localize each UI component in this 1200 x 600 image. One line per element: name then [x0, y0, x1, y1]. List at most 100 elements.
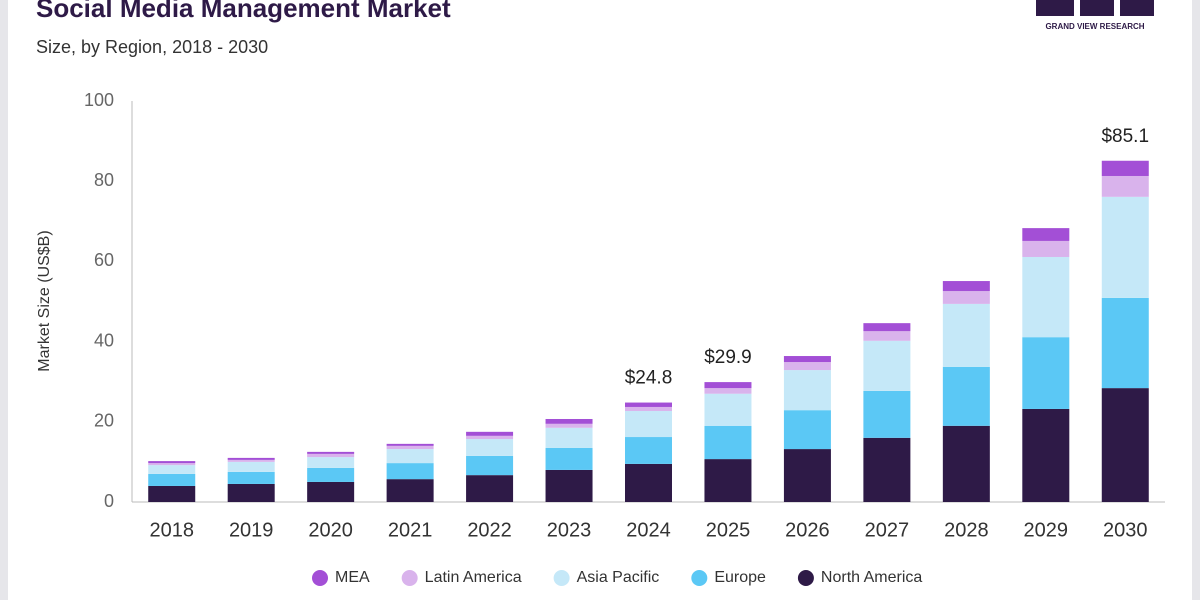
logo-block — [1036, 0, 1074, 16]
bar-segment — [148, 463, 196, 466]
legend-swatch — [691, 570, 708, 586]
bar-segment — [545, 418, 593, 424]
bar-segment — [545, 427, 593, 448]
x-tick-label: 2030 — [1103, 519, 1148, 541]
x-tick-label: 2023 — [547, 519, 592, 541]
bar-segment — [625, 406, 672, 411]
bar-segment — [783, 410, 831, 450]
bar-segment — [466, 455, 514, 476]
bar-segment — [1022, 337, 1070, 409]
bar-segment — [386, 449, 434, 464]
total-label: $85.1 — [1101, 126, 1149, 147]
bar-segment — [148, 465, 196, 474]
logo-block — [1120, 0, 1154, 16]
bar-segment — [942, 303, 990, 367]
bar-segment — [148, 473, 196, 486]
bar-segment — [704, 425, 752, 460]
x-tick-label: 2027 — [865, 519, 910, 541]
bar-segment — [1022, 408, 1070, 502]
y-tick-label: 20 — [94, 411, 114, 431]
logo-block — [1080, 0, 1114, 16]
bar-segment — [1101, 175, 1149, 197]
bar-segment — [386, 479, 434, 502]
total-label: $24.8 — [625, 368, 673, 389]
bar-segment — [863, 331, 911, 341]
x-tick-label: 2028 — [944, 519, 989, 541]
bar-segment — [466, 439, 514, 456]
bar-segment — [942, 425, 990, 502]
bar-segment — [625, 402, 672, 407]
bar-segment — [863, 437, 911, 502]
x-tick-label: 2019 — [229, 519, 274, 541]
bar-segment — [625, 410, 672, 438]
y-tick-label: 100 — [84, 90, 114, 110]
bar-segment — [386, 463, 434, 480]
bar-segment — [783, 356, 831, 363]
bar-segment — [783, 370, 831, 411]
bar-segment — [783, 449, 831, 502]
x-tick-label: 2026 — [785, 519, 830, 541]
bar-segment — [625, 437, 672, 464]
bar-segment — [1101, 160, 1149, 176]
y-tick-label: 40 — [94, 330, 114, 350]
legend-swatch — [553, 570, 570, 586]
bar-segment — [1101, 196, 1149, 298]
bar-segment — [625, 463, 672, 502]
x-tick-label: 2020 — [308, 519, 353, 541]
bar-segment — [545, 447, 593, 470]
y-tick-label: 60 — [94, 250, 114, 270]
legend-swatch — [797, 570, 814, 586]
bar-segment — [1101, 388, 1149, 502]
side-border — [0, 0, 8, 600]
bar-segment — [1022, 228, 1070, 241]
bar-segment — [1022, 240, 1070, 257]
chart-subtitle: Size, by Region, 2018 - 2030 — [36, 37, 268, 57]
legend-label: Asia Pacific — [577, 569, 660, 586]
bar-segment — [466, 435, 514, 440]
legend-swatch — [312, 570, 328, 586]
bar-segment — [148, 461, 196, 464]
bar-segment — [942, 281, 990, 292]
bar-segment — [545, 469, 593, 502]
legend-label: Europe — [714, 569, 766, 586]
bar-segment — [863, 323, 911, 332]
bar-segment — [227, 457, 275, 460]
legend-label: MEA — [335, 569, 370, 586]
side-border — [1192, 0, 1200, 600]
bar-segment — [386, 443, 434, 446]
legend-label: Latin America — [425, 569, 522, 586]
bar-segment — [227, 483, 275, 502]
bar-segment — [704, 382, 752, 389]
bar-segment — [386, 445, 434, 450]
bar-segment — [545, 423, 593, 428]
bar-segment — [863, 390, 911, 438]
y-tick-label: 80 — [94, 170, 114, 190]
x-tick-label: 2029 — [1024, 519, 1069, 541]
bar-segment — [704, 393, 752, 426]
bar-segment — [704, 388, 752, 394]
x-tick-label: 2024 — [626, 519, 671, 541]
bar-segment — [227, 459, 275, 462]
legend-label: North America — [821, 569, 922, 586]
x-tick-label: 2021 — [388, 519, 433, 541]
bar-segment — [148, 485, 196, 502]
legend-swatch — [401, 570, 418, 586]
logo: GRAND VIEW RESEARCH — [1036, 0, 1154, 31]
bar-segment — [466, 431, 514, 436]
x-tick-label: 2018 — [149, 519, 194, 541]
y-axis-label: Market Size (US$B) — [36, 230, 53, 371]
logo-text: GRAND VIEW RESEARCH — [1045, 22, 1144, 31]
bar-segment — [307, 467, 355, 482]
bar-segment — [942, 291, 990, 304]
x-tick-label: 2025 — [706, 519, 751, 541]
y-tick-label: 0 — [104, 491, 114, 511]
bar-segment — [783, 362, 831, 371]
bar-segment — [307, 481, 355, 502]
bar-segment — [1101, 297, 1149, 389]
bar-segment — [307, 453, 355, 458]
bar-segment — [227, 471, 275, 484]
bar-segment — [1022, 256, 1070, 338]
